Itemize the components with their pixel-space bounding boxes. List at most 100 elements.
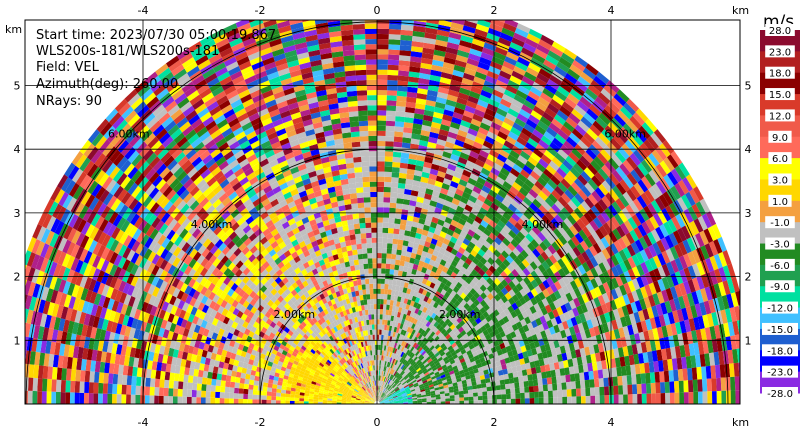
velocity-cell [337,391,343,395]
velocity-cell [490,202,499,212]
velocity-cell [464,105,476,114]
velocity-cell [298,190,308,198]
velocity-cell [179,366,186,375]
velocity-cell [257,153,267,163]
velocity-cell [278,357,285,363]
velocity-cell [315,22,329,30]
velocity-cell [143,282,152,293]
velocity-cell [332,175,341,182]
velocity-cell [356,348,360,354]
velocity-cell [313,190,322,198]
velocity-cell [171,221,182,233]
velocity-cell [60,331,68,345]
velocity-cell [486,103,499,113]
velocity-cell [62,239,72,254]
velocity-cell [373,278,377,284]
velocity-cell [333,61,345,68]
velocity-cell [417,191,426,199]
velocity-cell [290,303,297,311]
velocity-cell [400,157,409,164]
velocity-cell [155,267,164,279]
velocity-cell [211,378,217,386]
velocity-cell [290,387,296,392]
velocity-cell [136,299,145,311]
velocity-cell [306,322,313,329]
velocity-cell [474,28,488,38]
velocity-cell [451,20,465,26]
velocity-cell [290,188,299,197]
velocity-cell [502,180,513,191]
velocity-cell [353,322,357,329]
velocity-cell [442,114,453,122]
velocity-cell [57,174,69,189]
velocity-cell [254,375,260,382]
velocity-cell [263,167,274,177]
velocity-cell [447,89,460,98]
velocity-cell [343,60,356,67]
velocity-cell [90,326,98,339]
velocity-cell [243,126,255,136]
velocity-cell [365,400,370,402]
velocity-cell [272,265,281,273]
velocity-cell [305,129,316,137]
velocity-cell [330,276,336,283]
velocity-cell [80,287,89,301]
velocity-cell [467,229,476,238]
velocity-cell [313,396,319,400]
velocity-cell [344,387,350,391]
velocity-cell [306,39,319,47]
velocity-cell [137,358,144,369]
velocity-cell [403,122,414,129]
velocity-cell [403,0,416,1]
velocity-cell [284,288,291,296]
velocity-cell [176,200,187,211]
velocity-cell [113,266,122,279]
velocity-cell [344,314,349,321]
velocity-cell [110,198,121,212]
velocity-cell [339,278,346,285]
velocity-cell [326,266,333,274]
velocity-cell [394,371,398,377]
velocity-cell [259,112,271,122]
velocity-cell [368,130,377,136]
velocity-cell [344,368,349,374]
velocity-cell [352,151,362,158]
velocity-cell [307,270,315,278]
velocity-cell [130,275,139,287]
velocity-cell [378,396,381,402]
velocity-cell [170,364,176,374]
velocity-cell [350,385,356,389]
velocity-cell [351,383,357,388]
velocity-cell [315,301,321,309]
velocity-cell [105,236,116,250]
velocity-cell [469,150,480,159]
velocity-cell [385,309,390,316]
velocity-cell [387,59,400,66]
velocity-cell [202,186,213,198]
velocity-cell [389,320,394,327]
velocity-cell [386,384,390,390]
velocity-cell [342,363,347,369]
velocity-cell [330,327,336,334]
velocity-cell [343,378,349,383]
velocity-cell [416,155,426,162]
velocity-cell [499,126,511,136]
velocity-cell [547,103,560,115]
velocity-cell [421,229,429,237]
velocity-cell [76,323,84,336]
velocity-cell [176,249,186,260]
velocity-cell [208,365,214,373]
velocity-cell [168,243,178,254]
velocity-cell [360,141,369,147]
velocity-cell [343,388,349,392]
velocity-cell [339,311,345,318]
velocity-cell [394,218,401,225]
velocity-cell [387,378,391,384]
velocity-cell [240,313,248,321]
velocity-cell [349,340,353,347]
velocity-cell [388,362,391,368]
velocity-cell [224,324,232,333]
velocity-cell [134,80,148,94]
velocity-cell [343,389,349,393]
velocity-cell [184,265,193,276]
